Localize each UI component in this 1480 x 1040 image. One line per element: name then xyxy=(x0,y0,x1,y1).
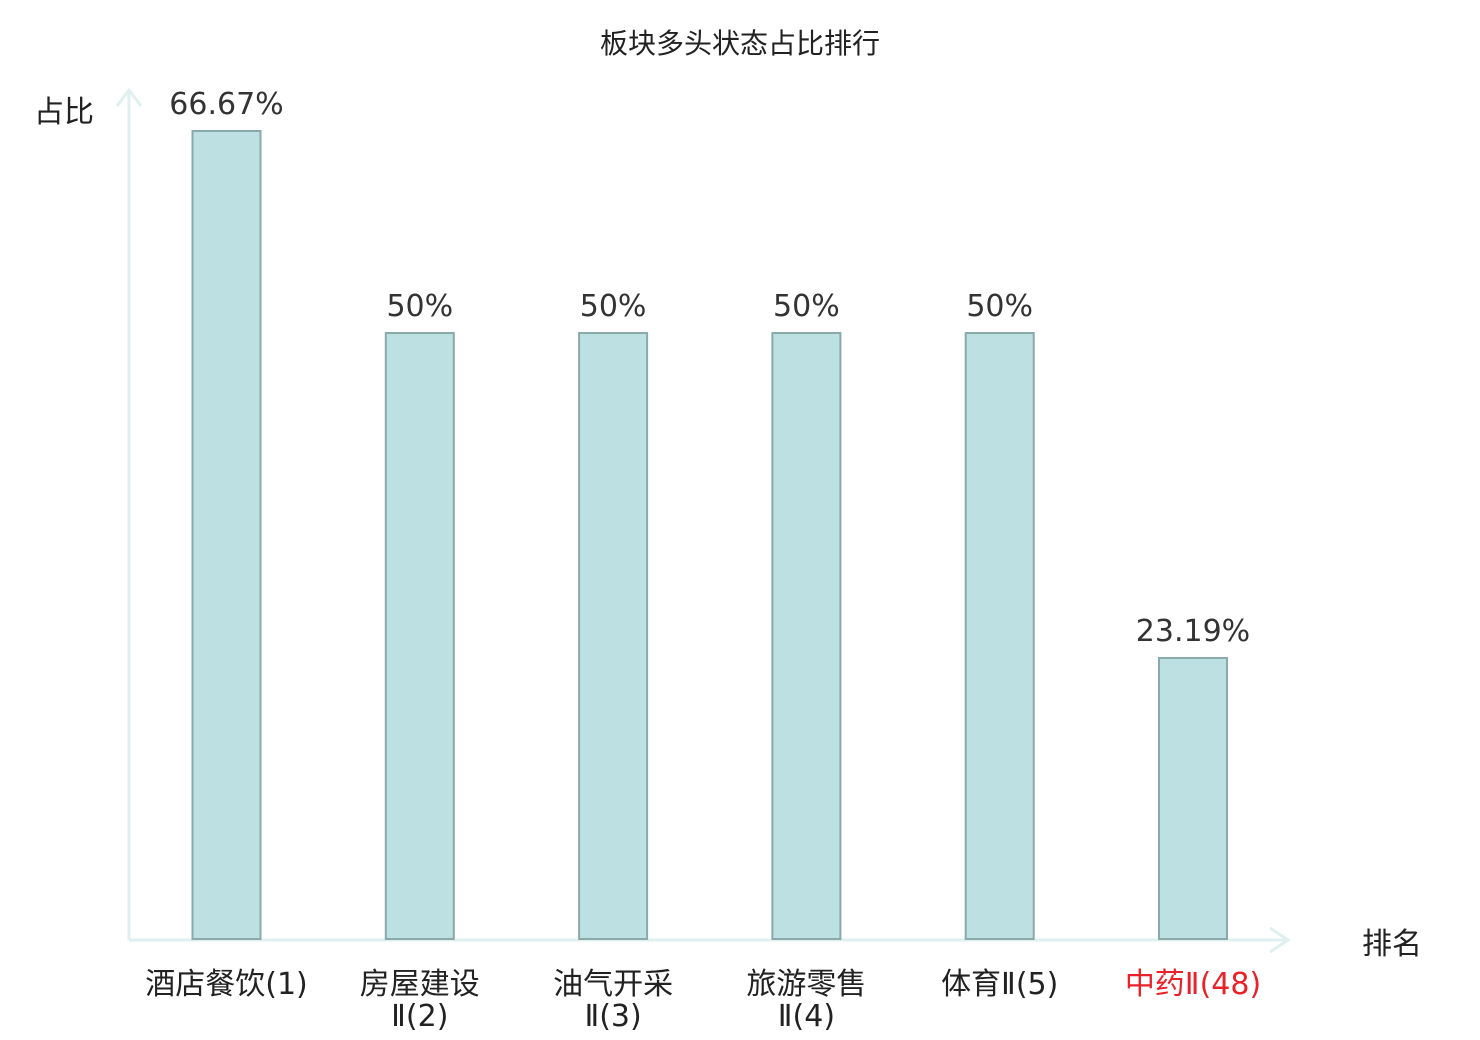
data-label-5: 23.19% xyxy=(1136,614,1250,649)
bar-4 xyxy=(964,332,1035,941)
y-axis-label: 占比 xyxy=(34,95,94,130)
x-axis-arrow xyxy=(1269,926,1291,954)
bar-2 xyxy=(578,332,649,941)
data-label-4: 50% xyxy=(966,289,1033,324)
data-label-2: 50% xyxy=(580,289,647,324)
x-tick-label-0-0: 酒店餐饮(1) xyxy=(145,967,308,1002)
data-label-1: 50% xyxy=(386,289,453,324)
bar-series xyxy=(191,130,1228,941)
x-tick-label-4-0: 体育Ⅱ(5) xyxy=(941,967,1058,1002)
x-axis-label: 排名 xyxy=(1362,927,1422,962)
data-labels: 66.67% 50% 50% 50% 50% 23.19% xyxy=(169,87,1250,649)
chart-title: 板块多头状态占比排行 xyxy=(600,27,880,60)
data-label-0: 66.67% xyxy=(169,87,283,122)
data-label-3: 50% xyxy=(773,289,840,324)
x-tick-label-3-0: 旅游零售 xyxy=(746,967,866,1002)
bar-1 xyxy=(384,332,455,941)
x-tick-label-2-1: Ⅱ(3) xyxy=(584,999,641,1034)
bar-3 xyxy=(771,332,842,941)
x-tick-label-1-0: 房屋建设 xyxy=(360,967,480,1002)
x-tick-label-2-0: 油气开采 xyxy=(553,967,673,1002)
x-tick-label-5-0: 中药Ⅱ(48) xyxy=(1125,967,1261,1002)
bar-5 xyxy=(1158,656,1228,940)
y-axis-arrow xyxy=(115,87,143,107)
bar-0 xyxy=(191,130,262,940)
x-tick-label-1-1: Ⅱ(2) xyxy=(391,999,448,1034)
x-tick-label-3-1: Ⅱ(4) xyxy=(778,999,835,1034)
